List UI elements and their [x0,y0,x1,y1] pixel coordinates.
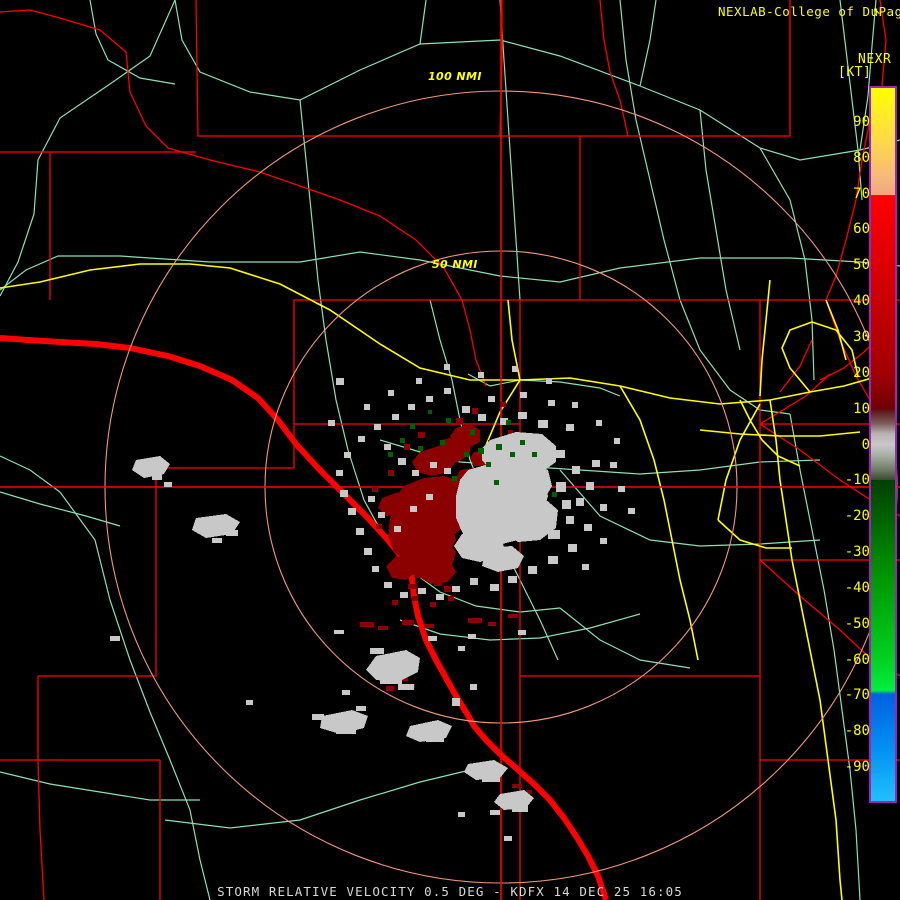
colorbar-tick-neg50: -50 [844,615,870,632]
colorbar-tick-50: 50 [853,257,870,274]
colorbar-tick-40: 40 [853,293,870,310]
colorbar-tick-80: 80 [853,149,870,166]
colorbar-tick-labels: 90 80 70 60 50 40 30 20 10 0 -10 -20 -30 -40 -50 -60 -70… [826,86,870,803]
colorbar-tick-neg90: -90 [844,759,870,776]
colorbar-tick-0: 0 [861,436,870,453]
logo-icon: ↖ [873,3,882,18]
colorbar-tick-neg10: -10 [844,472,870,489]
echo-region-outbound [388,410,557,497]
colorbar [869,86,897,803]
colorbar-tick-10: 10 [853,400,870,417]
unit-label: [KT] [838,65,872,80]
colorbar-tick-neg40: -40 [844,579,870,596]
colorbar-gradient [871,88,895,801]
colorbar-tick-neg60: -60 [844,651,870,668]
colorbar-tick-neg20: -20 [844,508,870,525]
colorbar-tick-neg80: -80 [844,723,870,740]
echo-region-nearzero [110,364,635,841]
colorbar-tick-90: 90 [853,113,870,130]
colorbar-tick-70: 70 [853,185,870,202]
colorbar-tick-60: 60 [853,221,870,238]
colorbar-tick-neg30: -30 [844,544,870,561]
page-title: NEXLAB-College of DuPage [718,4,900,19]
colorbar-tick-30: 30 [853,328,870,345]
range-ring-label-100: 100 NMI [428,70,482,83]
product-caption: STORM RELATIVE VELOCITY 0.5 DEG - KDFX 1… [217,884,683,899]
product-label: NEXR [858,52,892,67]
range-ring-label-50: 50 NMI [432,258,478,271]
colorbar-tick-neg70: -70 [844,687,870,704]
colorbar-tick-20: 20 [853,364,870,381]
interstate-highways [0,263,873,900]
